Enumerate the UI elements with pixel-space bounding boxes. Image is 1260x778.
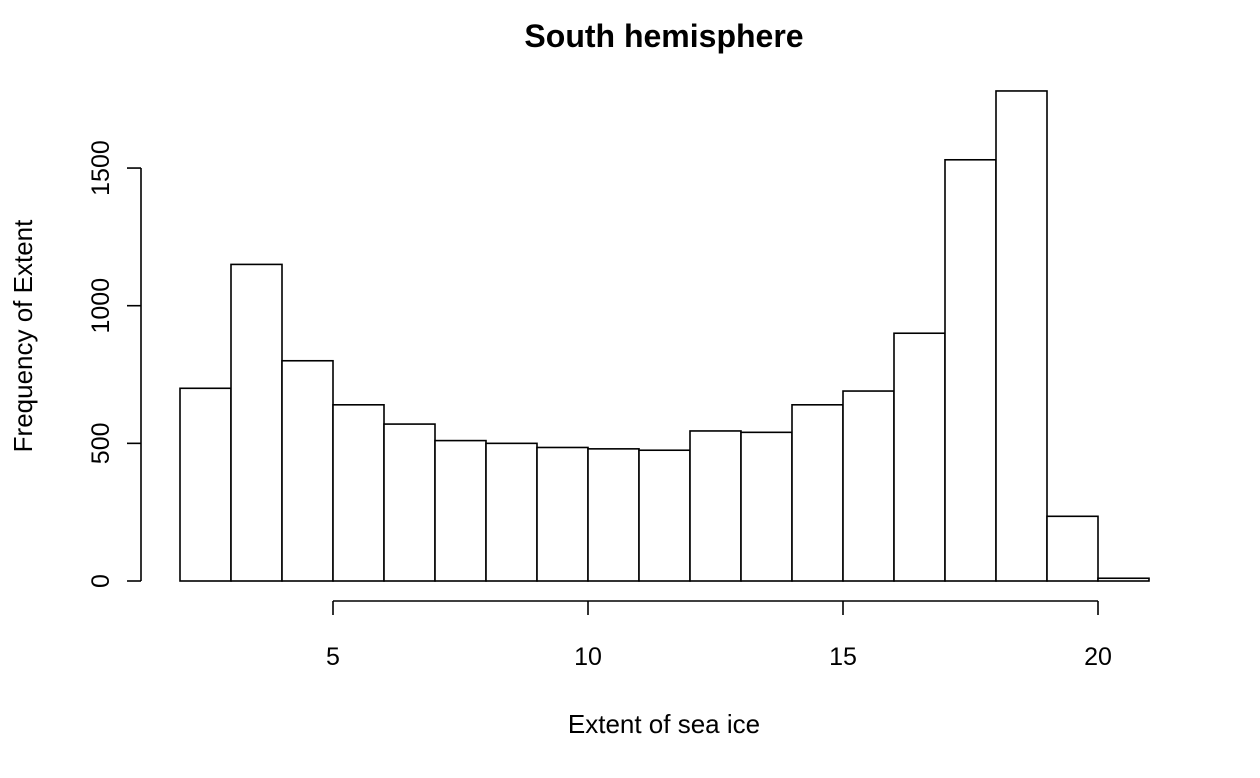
chart-title: South hemisphere [524, 18, 803, 54]
x-axis: 5 10 15 20 [326, 600, 1112, 671]
histogram-bar [944, 158, 997, 582]
histogram-bar [995, 90, 1048, 582]
histogram-bar [1097, 577, 1150, 582]
histogram-bar [893, 332, 946, 582]
histogram-bar [536, 446, 589, 582]
x-axis-label: Extent of sea ice [568, 709, 760, 739]
histogram-bar [485, 442, 538, 582]
histogram-bar [689, 430, 742, 582]
histogram-bar [332, 404, 385, 582]
histogram-bar [638, 449, 691, 582]
x-tick-label: 20 [1084, 643, 1112, 671]
y-tick-label: 1500 [87, 140, 115, 196]
histogram-bar [740, 431, 793, 582]
histogram-bar [587, 448, 640, 582]
histogram-bar [281, 359, 334, 582]
y-axis: 0 500 1000 1500 [87, 140, 142, 588]
histogram-bar [434, 439, 487, 582]
x-tick-label: 10 [574, 643, 602, 671]
histogram-bar [1046, 515, 1099, 582]
histogram-bar [791, 404, 844, 582]
histogram-bar [842, 390, 895, 582]
y-tick-label: 500 [87, 422, 115, 464]
x-tick-label: 15 [829, 643, 857, 671]
y-axis-label: Frequency of Extent [8, 219, 38, 452]
bars-group [179, 90, 1150, 582]
histogram-bar [179, 387, 232, 582]
histogram-bar [383, 423, 436, 582]
x-tick-label: 5 [326, 643, 340, 671]
y-tick-label: 1000 [87, 278, 115, 334]
histogram-bar [230, 263, 283, 582]
y-tick-label: 0 [87, 574, 115, 588]
